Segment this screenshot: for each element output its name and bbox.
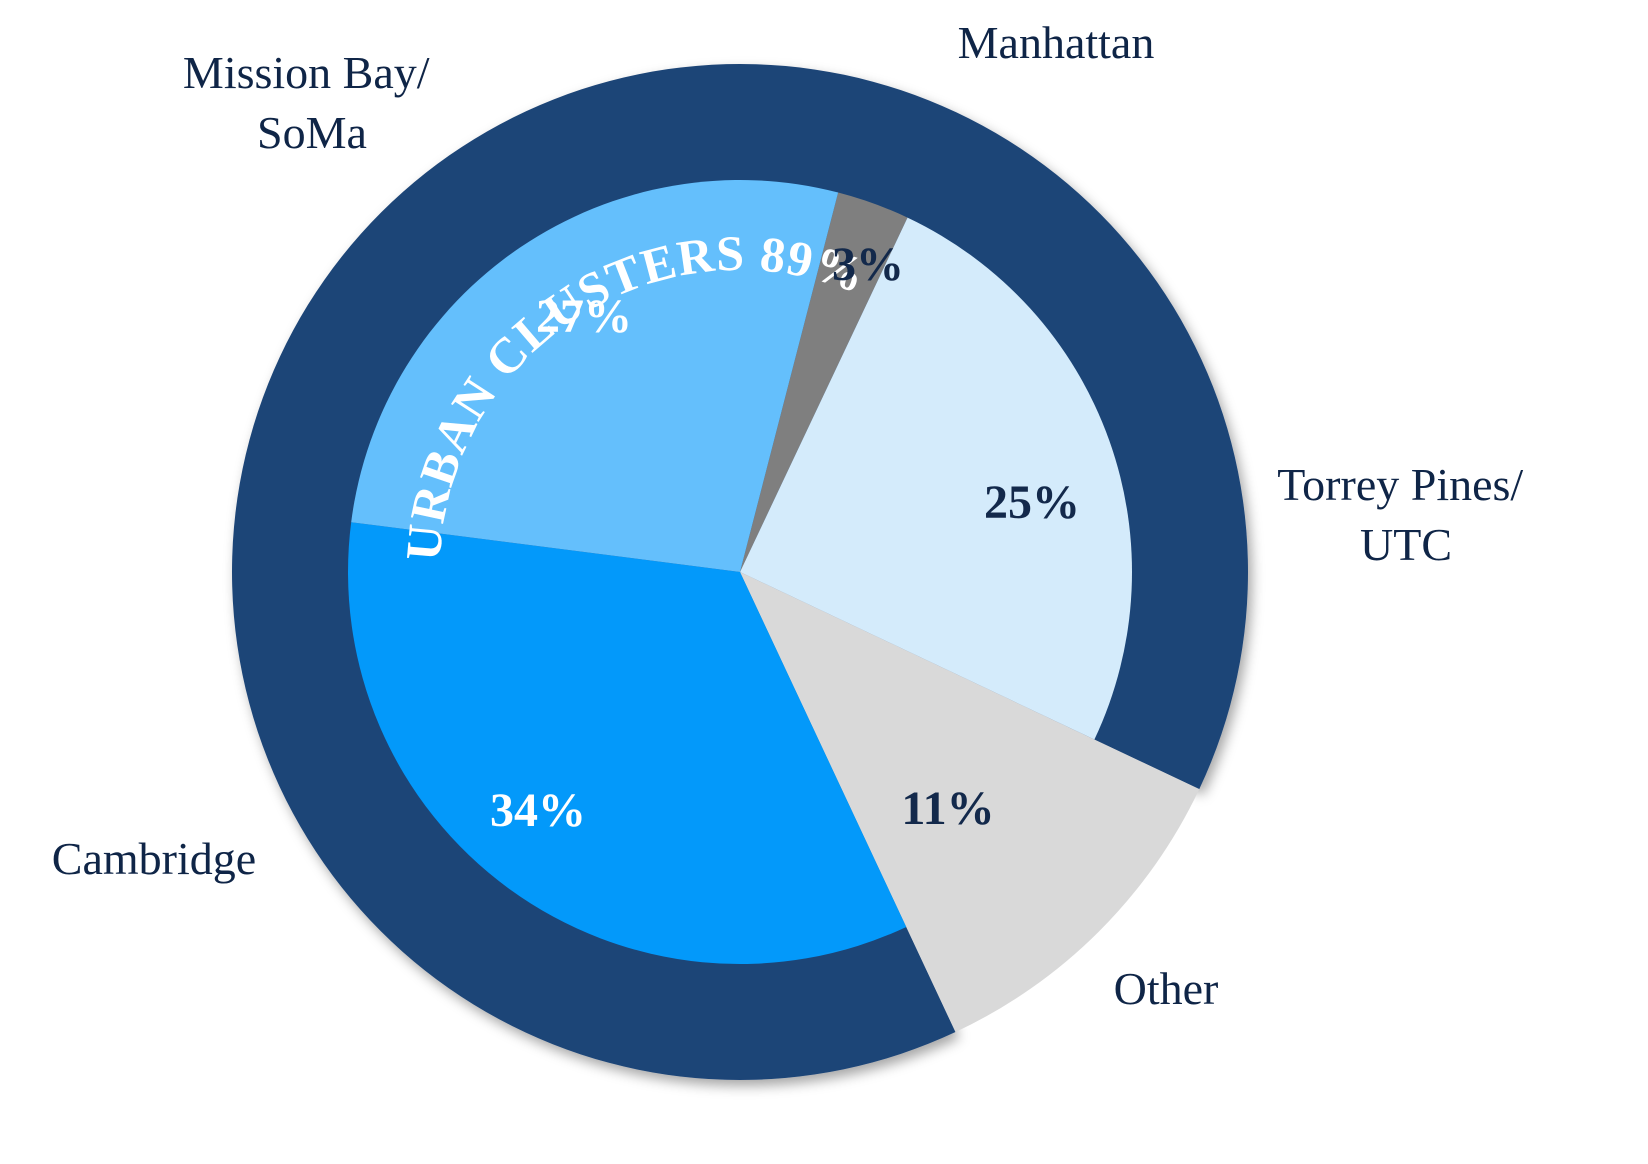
pie-slice-other bbox=[740, 572, 1200, 1033]
slice-value-label-other: 11% bbox=[901, 782, 994, 835]
slice-value-label-manhattan: 3% bbox=[832, 238, 904, 291]
urban-clusters-pie-chart: URBAN CLUSTERS 89% 3% 25% 11% 34% 27% Ma… bbox=[52, 17, 1534, 1080]
category-label-other-line-1: Other bbox=[1114, 963, 1219, 1014]
pie-slice-mission-bay bbox=[351, 179, 839, 572]
category-label-cambridge-line-1: Cambridge bbox=[52, 833, 256, 884]
category-label-cambridge: Cambridge bbox=[52, 833, 256, 884]
slice-value-label-mission-bay: 27% bbox=[536, 290, 632, 343]
category-label-torrey-pines-line-2: UTC bbox=[1360, 519, 1452, 570]
pie-slice-torrey-pines bbox=[740, 217, 1132, 740]
category-label-torrey-pines-line-1: Torrey Pines/ bbox=[1277, 459, 1523, 510]
category-label-mission-bay-line-1: Mission Bay/ bbox=[183, 47, 430, 98]
category-label-manhattan: Manhattan bbox=[958, 17, 1155, 68]
category-label-other: Other bbox=[1114, 963, 1219, 1014]
category-label-mission-bay: Mission Bay/ SoMa bbox=[183, 47, 441, 158]
category-label-manhattan-line-1: Manhattan bbox=[958, 17, 1155, 68]
pie-slice-manhattan bbox=[740, 192, 908, 572]
pie-slice-cambridge bbox=[348, 522, 907, 964]
slice-value-label-cambridge: 34% bbox=[490, 784, 586, 837]
category-label-torrey-pines: Torrey Pines/ UTC bbox=[1277, 459, 1534, 570]
slice-value-label-torrey-pines: 25% bbox=[984, 476, 1080, 529]
category-label-mission-bay-line-2: SoMa bbox=[257, 107, 367, 158]
